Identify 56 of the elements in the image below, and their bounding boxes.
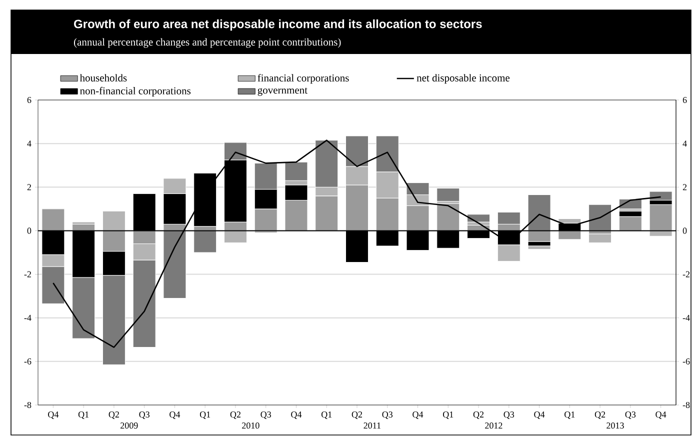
y-tick-label: 2: [27, 184, 31, 190]
y-tick-label: 6: [27, 96, 32, 104]
bar: [528, 246, 551, 250]
legend-label: households: [80, 74, 127, 82]
text: 2010: [242, 422, 260, 429]
x-tick-label: Q1: [564, 412, 575, 419]
y2-tick-label: -2: [682, 271, 690, 278]
y2-tick-label: 6: [682, 96, 687, 104]
y-tick-label: -6: [24, 358, 32, 364]
y2-tick-label: 2: [682, 184, 687, 190]
y2-tick-label: -8: [682, 402, 690, 408]
x-tick-label: Q2: [230, 412, 240, 419]
x-tick-label: Q1: [443, 412, 454, 419]
x-tick-label: Q2: [473, 412, 484, 419]
bar: [194, 172, 217, 227]
x-tick-label: Q3: [382, 412, 393, 419]
text: 2009: [120, 422, 138, 429]
legend-label: net disposable income: [416, 74, 510, 84]
x-tick-label: Q1: [200, 412, 210, 419]
bar: [436, 188, 460, 202]
y-tick-label: 4: [27, 140, 32, 147]
x-tick-label: Q4: [412, 412, 424, 419]
bar: [194, 230, 217, 253]
chart-title: Growth of euro area net disposable income and its allocation to sectors: [74, 19, 482, 31]
y2-tick-label: -4: [682, 314, 690, 321]
y-tick-label: -4: [24, 314, 32, 321]
y2-tick-label: 4: [682, 140, 687, 147]
text: 2012: [485, 422, 502, 429]
y-tick-label: 0: [27, 228, 32, 234]
y-tick-label: -8: [24, 402, 32, 408]
legend-label: government: [258, 88, 308, 96]
x-tick-label: Q4: [291, 412, 302, 419]
x-tick-label: Q1: [322, 412, 332, 419]
text: 2011: [364, 422, 380, 429]
x-tick-label: Q2: [108, 412, 119, 419]
text: 2013: [606, 422, 624, 429]
bar: [588, 204, 612, 231]
legend-label: non-financial corporations: [80, 86, 191, 97]
x-tick-label: Q4: [656, 412, 666, 419]
x-tick-label: Q2: [352, 412, 362, 419]
x-tick-label: Q3: [504, 412, 514, 419]
x-tick-label: Q3: [260, 412, 272, 419]
x-tick-label: Q4: [534, 412, 545, 419]
x-tick-label: Q4: [48, 412, 59, 419]
y2-tick-label: -6: [682, 358, 690, 364]
x-tick-label: Q1: [78, 412, 89, 419]
bar: [467, 214, 490, 222]
x-tick-label: Q3: [139, 412, 150, 419]
x-tick-label: Q3: [625, 412, 636, 419]
bar: [588, 234, 612, 243]
y-tick-label: -2: [24, 271, 31, 278]
x-tick-label: Q4: [170, 412, 180, 419]
chart-subtitle: (annual percentage changes and percentage point contributions): [74, 38, 341, 48]
y2-tick-label: 0: [682, 228, 687, 234]
x-tick-label: Q2: [594, 412, 606, 419]
legend-label: financial corporations: [258, 74, 349, 84]
